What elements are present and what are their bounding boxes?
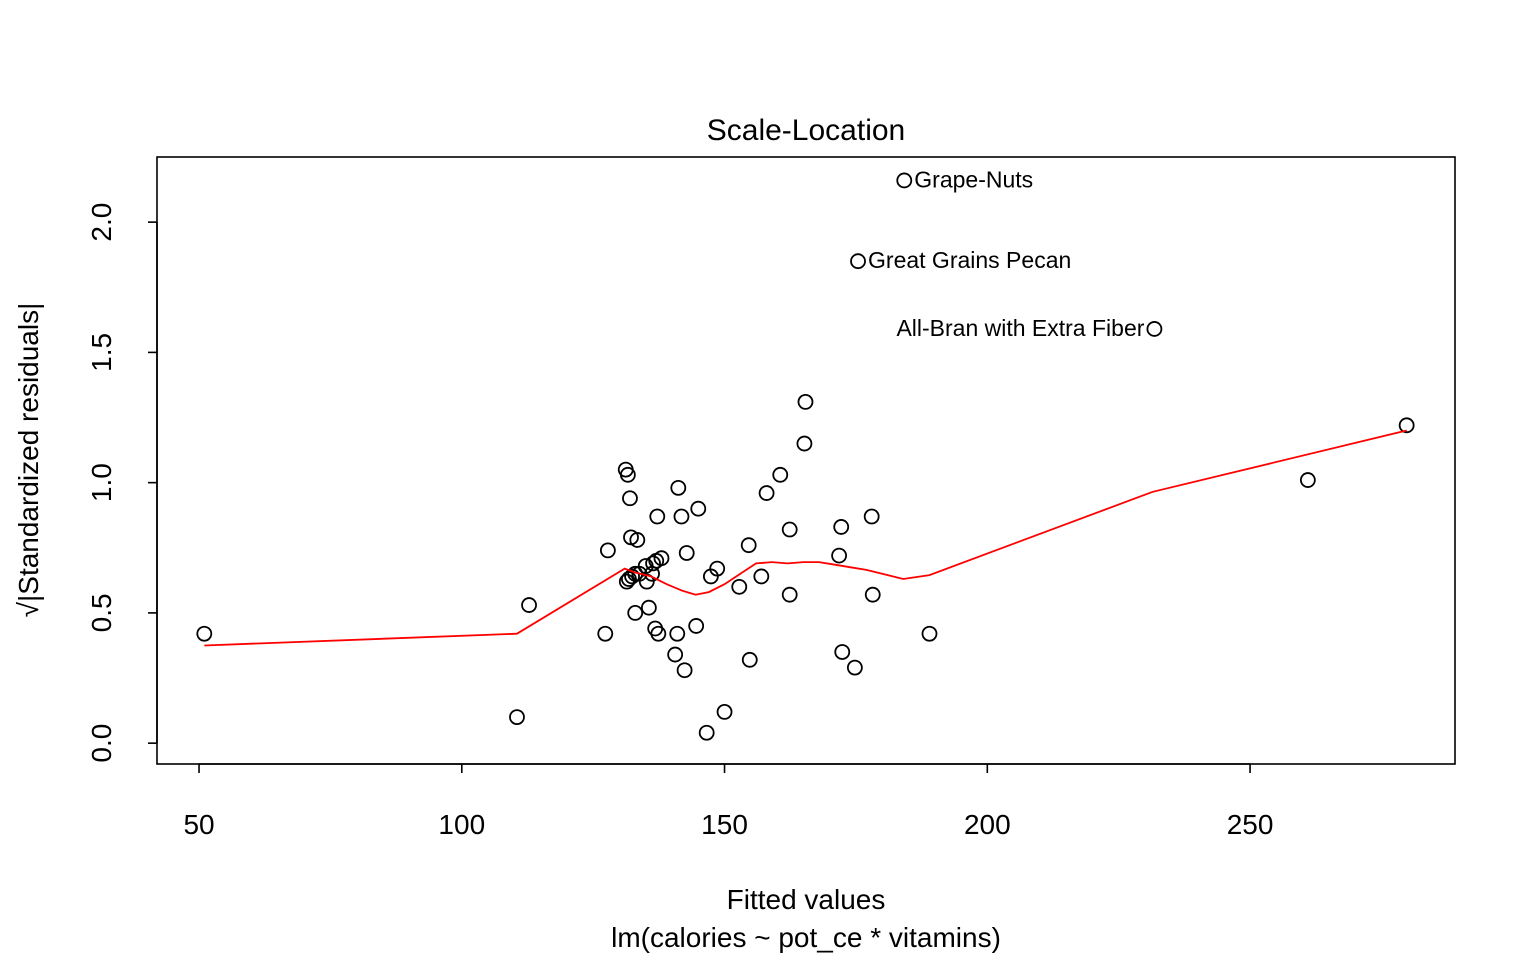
data-point [758,485,775,501]
y-axis: 0.0 0.5 1.0 1.5 2.0 [86,203,158,763]
data-point [834,644,851,660]
data-point [673,508,690,525]
smoother-path [204,429,1407,647]
data-point [618,573,635,590]
data-point [669,625,686,642]
data-point [781,586,798,603]
x-tick-label: 100 [438,809,485,840]
plot-frame [156,156,1456,765]
data-point [833,519,850,535]
data-point [688,618,705,634]
point-label: Grape-Nuts [914,166,1033,192]
data-point [741,651,758,668]
data-point [599,542,616,559]
data-point [740,537,757,554]
x-axis-label: Fitted values [727,884,886,915]
data-point [629,532,646,548]
data-point [597,625,614,642]
data-point [647,620,664,637]
data-point [772,466,789,483]
y-tick-label: 0.0 [86,724,117,763]
data-point [650,625,667,642]
data-point [781,521,798,538]
data-point [653,550,670,567]
data-point [716,703,733,720]
data-point [796,435,813,452]
data-point [667,646,684,663]
data-point [619,466,636,483]
x-tick-label: 250 [1227,809,1274,840]
data-point [690,500,707,517]
data-point [864,586,881,603]
y-tick-label: 1.0 [86,463,117,502]
chart-title: Scale-Location [707,114,905,147]
y-tick-label: 1.5 [86,333,117,372]
data-point [797,393,814,410]
data-point [678,545,695,561]
data-point [645,555,661,572]
data-point [896,172,913,189]
y-tick-label: 2.0 [86,203,117,242]
data-point [698,724,715,741]
data-point [709,560,726,577]
data-point [753,568,770,585]
y-axis-label: √|Standardized residuals| [13,303,44,618]
chart-subtitle: lm(calories ~ pot_ce * vitamins) [611,922,1001,953]
x-tick-label: 200 [964,809,1011,840]
point-annotations: Grape-Nuts Great Grains Pecan All-Bran wit… [868,166,1145,340]
y-tick-label: 0.5 [86,593,117,632]
data-point [676,662,693,679]
data-point [1398,417,1415,434]
x-axis: 50 100 150 200 250 [183,763,1274,840]
data-point [670,479,687,496]
data-point [624,568,640,585]
data-point [521,597,537,613]
data-point [1299,472,1316,488]
data-point [1146,321,1163,337]
data-point [196,625,213,642]
data-points [196,172,1415,741]
data-point [731,578,748,595]
data-point [627,605,644,621]
data-point [509,709,525,726]
data-point [921,625,938,642]
x-tick-label: 150 [701,809,748,840]
data-point [846,659,863,676]
data-point [863,508,880,525]
data-point [622,490,638,507]
point-label: Great Grains Pecan [868,247,1071,273]
data-point [649,508,666,525]
x-tick-label: 50 [183,809,214,840]
data-point [850,253,866,270]
data-point [644,565,660,582]
data-point [831,547,848,564]
smoother-line [204,429,1407,647]
data-point [640,599,657,616]
point-label: All-Bran with Extra Fiber [896,315,1144,341]
